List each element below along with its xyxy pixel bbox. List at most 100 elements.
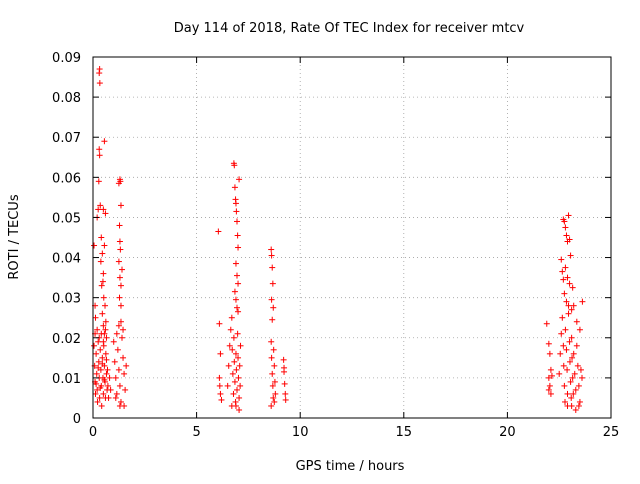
data-point <box>119 334 126 341</box>
data-point <box>234 272 241 279</box>
data-point <box>228 314 235 321</box>
data-point <box>97 346 104 353</box>
data-point <box>98 282 105 289</box>
data-point <box>121 370 128 377</box>
data-point <box>231 288 238 295</box>
x-axis-label: GPS time / hours <box>296 459 405 474</box>
data-point <box>112 394 119 401</box>
data-point <box>231 358 238 365</box>
y-axis-label: ROTI / TECUs <box>7 194 22 279</box>
data-point <box>566 236 573 243</box>
data-point <box>120 326 127 333</box>
data-point <box>226 342 233 349</box>
data-point <box>231 378 238 385</box>
y-tick-label: 0.05 <box>52 211 81 226</box>
data-point <box>567 378 574 385</box>
data-point <box>272 390 279 397</box>
data-point <box>270 304 277 311</box>
data-point <box>575 402 582 409</box>
data-point <box>268 296 275 303</box>
y-tick-label: 0.04 <box>52 252 81 267</box>
data-point <box>116 294 123 301</box>
data-point <box>105 394 112 401</box>
data-point <box>120 354 127 361</box>
data-point <box>99 354 106 361</box>
data-point <box>95 178 102 185</box>
data-point <box>562 398 569 405</box>
data-point <box>98 402 105 409</box>
data-point <box>579 298 586 305</box>
data-point <box>282 396 289 403</box>
data-point <box>231 184 238 191</box>
data-point <box>235 354 242 361</box>
data-point <box>271 398 278 405</box>
data-point <box>232 200 239 207</box>
data-point <box>268 402 275 409</box>
data-point <box>235 374 242 381</box>
data-point <box>95 364 102 371</box>
data-point <box>102 302 109 309</box>
data-point <box>562 264 569 271</box>
grid-lines <box>93 57 611 418</box>
chart-title: Day 114 of 2018, Rate Of TEC Index for r… <box>174 21 525 36</box>
data-point <box>268 354 275 361</box>
data-point <box>101 138 108 145</box>
data-point <box>232 260 239 267</box>
data-point <box>237 382 244 389</box>
data-point <box>573 318 580 325</box>
data-point <box>117 178 124 185</box>
axis-ticks <box>92 56 612 419</box>
data-point <box>99 360 106 367</box>
data-point <box>103 356 110 363</box>
data-point <box>570 302 577 309</box>
data-point <box>562 224 569 231</box>
data-point <box>566 338 573 345</box>
data-point <box>271 362 278 369</box>
data-point <box>104 382 111 389</box>
data-point <box>567 252 574 259</box>
data-point <box>232 296 239 303</box>
data-point <box>575 382 582 389</box>
data-point <box>564 274 571 281</box>
data-point <box>547 366 554 373</box>
data-point <box>101 242 108 249</box>
data-point <box>229 370 236 377</box>
data-point <box>281 380 288 387</box>
data-point <box>270 346 277 353</box>
data-point <box>97 384 104 391</box>
data-point <box>117 318 124 325</box>
data-point <box>558 256 565 263</box>
data-point <box>569 374 576 381</box>
data-point <box>216 374 223 381</box>
data-point <box>111 358 118 365</box>
data-point <box>102 350 109 357</box>
data-point <box>269 370 276 377</box>
data-point <box>100 270 107 277</box>
data-point <box>577 366 584 373</box>
data-point <box>561 290 568 297</box>
data-point <box>545 340 552 347</box>
data-point <box>95 358 102 365</box>
data-point <box>93 380 100 387</box>
data-point <box>231 162 238 169</box>
data-point <box>94 326 101 333</box>
data-point <box>234 218 241 225</box>
data-point <box>96 146 103 153</box>
data-point <box>545 386 552 393</box>
data-point <box>557 350 564 357</box>
data-point <box>559 314 566 321</box>
data-point <box>570 390 577 397</box>
x-tick-label: 25 <box>603 425 620 440</box>
data-point <box>112 374 119 381</box>
data-point <box>235 280 242 287</box>
data-point <box>569 284 576 291</box>
data-point <box>565 302 572 309</box>
data-point <box>236 362 243 369</box>
data-point <box>91 342 98 349</box>
data-point <box>99 310 106 317</box>
data-point <box>560 276 567 283</box>
data-point <box>107 386 114 393</box>
data-point <box>116 382 123 389</box>
data-point <box>230 390 237 397</box>
